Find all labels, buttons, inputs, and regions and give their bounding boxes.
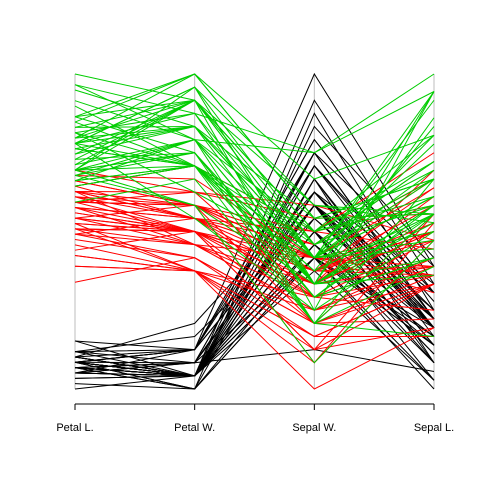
data-line — [74, 91, 435, 259]
axis-label: Sepal W. — [292, 422, 336, 434]
data-line — [74, 99, 435, 224]
axis-label: Petal W. — [174, 422, 215, 434]
data-line — [74, 152, 435, 325]
data-line — [74, 84, 435, 154]
data-line — [74, 228, 435, 311]
data-line — [74, 257, 435, 324]
data-line — [74, 265, 435, 351]
data-line — [74, 73, 435, 219]
data-line — [74, 152, 435, 298]
data-line — [74, 222, 435, 285]
data-line — [74, 99, 435, 233]
data-line — [74, 139, 435, 259]
data-line — [74, 349, 435, 374]
axis-label: Sepal L. — [414, 422, 454, 434]
data-line — [74, 174, 435, 364]
axis-label: Petal L. — [56, 422, 93, 434]
data-line — [74, 148, 435, 246]
data-line — [74, 73, 435, 180]
data-line — [74, 165, 435, 259]
data-line — [74, 257, 435, 390]
data-line — [74, 142, 435, 311]
data-line — [74, 99, 435, 246]
data-line — [74, 99, 435, 259]
data-line — [74, 244, 435, 338]
